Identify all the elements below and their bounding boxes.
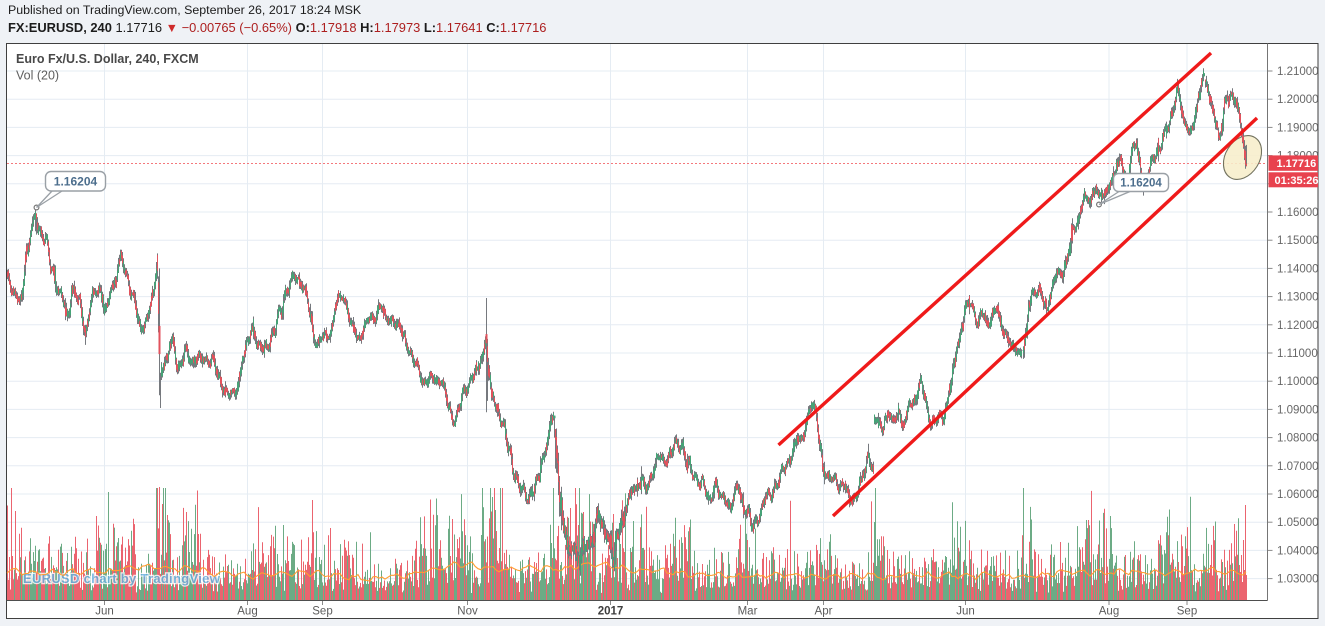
svg-text:EURUSD chart by TradingView: EURUSD chart by TradingView: [23, 571, 221, 586]
svg-text:1.07000: 1.07000: [1277, 461, 1319, 473]
svg-text:1.11000: 1.11000: [1277, 348, 1318, 360]
svg-text:2017: 2017: [598, 606, 624, 618]
svg-text:01:35:26: 01:35:26: [1275, 175, 1319, 187]
svg-text:1.06000: 1.06000: [1277, 489, 1319, 501]
svg-text:Euro Fx/U.S. Dollar, 240, FXCM: Euro Fx/U.S. Dollar, 240, FXCM: [16, 52, 199, 66]
svg-text:Aug: Aug: [1099, 606, 1119, 618]
svg-text:Mar: Mar: [738, 606, 758, 618]
svg-text:1.13000: 1.13000: [1277, 292, 1319, 304]
svg-text:1.16204: 1.16204: [1120, 178, 1162, 190]
svg-text:Apr: Apr: [815, 606, 833, 618]
svg-text:1.20000: 1.20000: [1277, 94, 1319, 106]
svg-text:1.04000: 1.04000: [1277, 545, 1319, 557]
svg-text:Aug: Aug: [237, 606, 257, 618]
svg-text:1.15000: 1.15000: [1277, 235, 1319, 247]
svg-text:1.03000: 1.03000: [1277, 574, 1319, 586]
svg-text:1.12000: 1.12000: [1277, 320, 1319, 332]
svg-text:FX:EURUSD, 240 1.17716 ▼ −0.00: FX:EURUSD, 240 1.17716 ▼ −0.00765 (−0.65…: [8, 20, 546, 35]
svg-text:Nov: Nov: [457, 606, 478, 618]
svg-text:1.10000: 1.10000: [1277, 376, 1319, 388]
svg-text:1.05000: 1.05000: [1277, 517, 1319, 529]
svg-text:Jun: Jun: [956, 606, 975, 618]
svg-text:Vol (20): Vol (20): [16, 69, 59, 83]
svg-text:1.14000: 1.14000: [1277, 263, 1319, 275]
svg-text:1.08000: 1.08000: [1277, 433, 1319, 445]
svg-text:Published on TradingView.com,: Published on TradingView.com, September …: [8, 3, 362, 17]
svg-text:1.19000: 1.19000: [1277, 122, 1319, 134]
svg-text:1.16204: 1.16204: [54, 175, 98, 189]
svg-text:Sep: Sep: [312, 606, 332, 618]
svg-text:Sep: Sep: [1177, 606, 1197, 618]
svg-text:1.09000: 1.09000: [1277, 404, 1319, 416]
svg-text:1.16000: 1.16000: [1277, 207, 1319, 219]
svg-text:1.17716: 1.17716: [1277, 158, 1317, 170]
svg-text:1.21000: 1.21000: [1277, 66, 1319, 78]
svg-text:Jun: Jun: [95, 606, 114, 618]
